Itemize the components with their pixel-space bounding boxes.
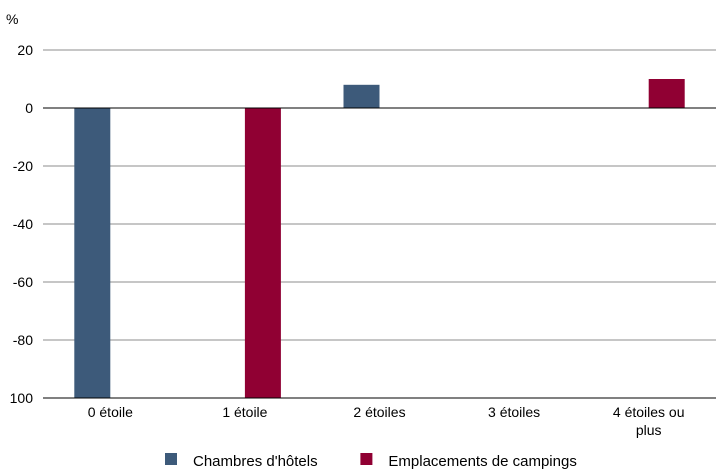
legend: Chambres d'hôtels Emplacements de camping… bbox=[165, 453, 577, 470]
bar bbox=[648, 79, 685, 108]
x-tick-label: 2 étoiles bbox=[353, 404, 405, 420]
y-tick-label: 100 bbox=[10, 390, 34, 406]
y-tick-label: -20 bbox=[13, 158, 33, 174]
y-tick-label: -60 bbox=[13, 274, 33, 290]
x-tick-label: 3 étoiles bbox=[488, 404, 540, 420]
x-tick-label: 0 étoile bbox=[88, 404, 133, 420]
legend-label: Emplacements de campings bbox=[388, 453, 576, 470]
x-tick-label: 4 étoiles ou bbox=[613, 404, 685, 420]
x-tick-label: plus bbox=[636, 422, 662, 438]
y-tick-label: -40 bbox=[13, 216, 33, 232]
bar bbox=[343, 84, 380, 108]
bar-series bbox=[74, 79, 685, 398]
legend-swatch bbox=[165, 453, 177, 465]
y-axis-unit-label: % bbox=[6, 11, 18, 27]
bar bbox=[244, 108, 281, 398]
x-tick-label: 1 étoile bbox=[222, 404, 267, 420]
legend-label: Chambres d'hôtels bbox=[193, 453, 318, 470]
gridlines bbox=[43, 49, 716, 341]
y-tick-label: 20 bbox=[17, 42, 33, 58]
legend-swatch bbox=[360, 453, 373, 465]
y-axis-tick-labels: 20 0 -20 -40 -60 -80 100 bbox=[10, 42, 34, 406]
x-axis-tick-labels: 0 étoile 1 étoile 2 étoiles 3 étoiles 4 étoi… bbox=[88, 404, 685, 438]
bar bbox=[74, 108, 111, 398]
y-tick-label: 0 bbox=[25, 100, 33, 116]
y-tick-label: -80 bbox=[13, 332, 33, 348]
